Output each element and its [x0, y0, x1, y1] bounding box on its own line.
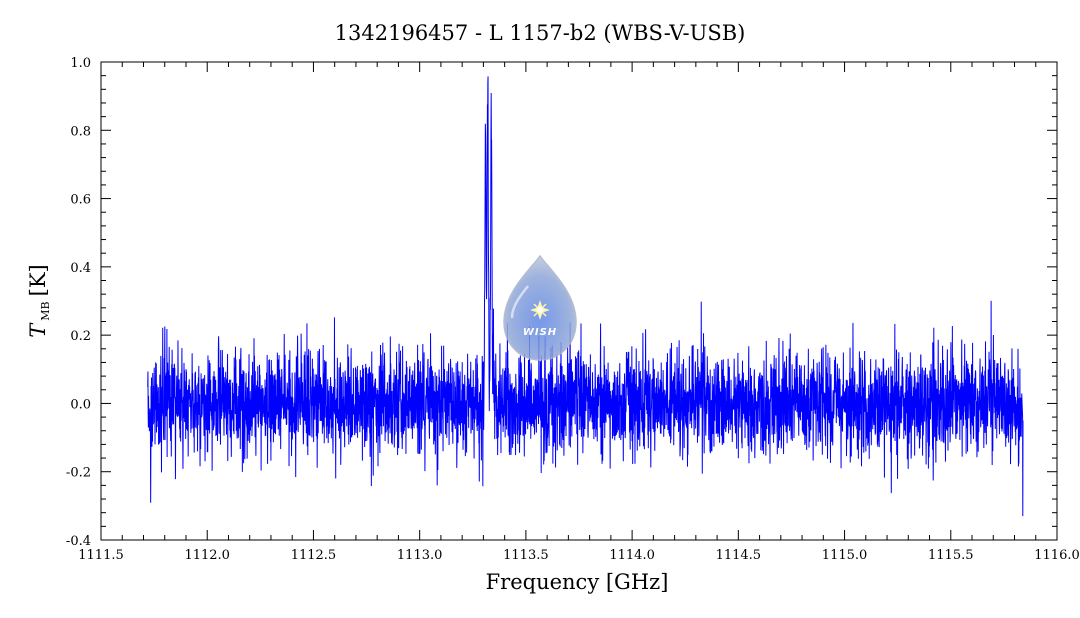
plot-frame — [100, 61, 1058, 541]
x-tick-label: 1115.0 — [822, 548, 868, 563]
spectrum-series-line — [147, 76, 1024, 517]
x-tick-label: 1112.0 — [184, 548, 230, 563]
x-tick-label: 1116.0 — [1034, 548, 1080, 563]
spectrum-layer — [147, 76, 1024, 517]
x-tick-label: 1113.0 — [397, 548, 443, 563]
chart-title: 1342196457 - L 1157-b2 (WBS-V-USB) — [335, 21, 746, 45]
y-axis-title-main: T — [26, 322, 50, 338]
x-tick-label: 1114.0 — [609, 548, 655, 563]
y-axis-title-unit: [K] — [26, 264, 50, 296]
wish-logo: WISH — [503, 254, 577, 361]
y-axis-title-sub: MB — [39, 301, 52, 320]
svg-text:TMB[K]: T MB [K] — [26, 264, 52, 337]
y-tick-label: -0.4 — [66, 534, 91, 549]
y-tick-label: 0.2 — [70, 329, 91, 344]
ticks-layer — [100, 61, 1058, 541]
y-tick-label: -0.2 — [66, 466, 91, 481]
y-tick-label: 0.4 — [70, 261, 91, 276]
star-icon — [530, 300, 550, 320]
x-tick-label: 1114.5 — [716, 548, 762, 563]
x-tick-label: 1111.5 — [78, 548, 124, 563]
x-tick-label: 1113.5 — [503, 548, 549, 563]
y-axis-title: T MB [K] — [26, 264, 52, 337]
x-tick-label: 1115.5 — [928, 548, 974, 563]
y-tick-label: 0.0 — [70, 397, 91, 412]
x-tick-label: 1112.5 — [291, 548, 337, 563]
y-tick-label: 1.0 — [70, 56, 91, 71]
plot-area: 1111.5 1112.0 1112.5 1113.0 1113.5 1114.0 1114… — [66, 56, 1080, 563]
y-tick-label: 0.8 — [70, 124, 91, 139]
tick-labels-layer: 1111.5 1112.0 1112.5 1113.0 1113.5 1114.0 1114… — [66, 56, 1080, 563]
x-axis-title: Frequency [GHz] — [486, 570, 669, 594]
drop-highlight — [510, 285, 529, 319]
y-tick-label: 0.6 — [70, 193, 91, 208]
logo-text: WISH — [523, 327, 557, 338]
